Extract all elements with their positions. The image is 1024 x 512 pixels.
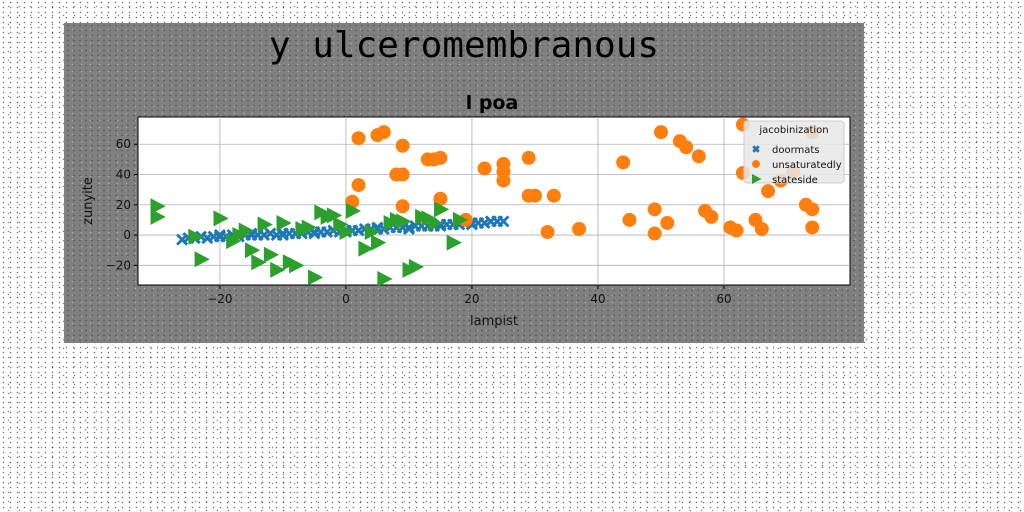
unsaturatedly-point (351, 131, 366, 146)
stateside-point (408, 258, 425, 275)
unsaturatedly-point (420, 152, 435, 167)
y-tick-label: 20 (116, 198, 131, 212)
y-tick-label: −20 (106, 258, 131, 272)
legend-label: unsaturatedly (772, 160, 842, 171)
unsaturatedly-point (395, 138, 410, 153)
unsaturatedly-point (754, 222, 769, 236)
stateside-point (276, 214, 292, 231)
legend-box (743, 120, 845, 184)
x-axis-title: lampist (470, 314, 518, 329)
unsaturatedly-point (395, 167, 410, 182)
doormats-point (308, 227, 321, 240)
y-tick-label: 60 (116, 137, 131, 151)
unsaturatedly-point (496, 173, 511, 188)
doormats-point (213, 229, 226, 242)
stateside-point (396, 213, 412, 230)
y-tick-label: 40 (116, 168, 131, 182)
unsaturatedly-point (704, 209, 719, 224)
stateside-point (345, 202, 362, 219)
doormats-point (402, 223, 415, 235)
stateside-point (257, 216, 273, 233)
stateside-point (289, 257, 305, 274)
y-tick-label: 0 (123, 228, 131, 242)
stateside-point (213, 210, 229, 227)
unsaturatedly-point (761, 184, 776, 199)
x-tick-label: 40 (590, 292, 605, 306)
unsaturatedly-point (729, 223, 744, 238)
stateside-point (358, 240, 374, 257)
scatter-chart: l poa −20 0 20 40 60 −20 0 20 40 60 lampist zunyi… (81, 92, 851, 329)
stateside-point (333, 216, 349, 233)
x-tick-label: 60 (716, 292, 731, 306)
unsaturatedly-point (647, 226, 662, 241)
stateside-point (377, 270, 393, 287)
stateside-point (188, 228, 204, 245)
plot-area (137, 116, 851, 286)
unsaturatedly-point (660, 215, 675, 230)
chart-title: l poa (466, 92, 519, 114)
stateside-point (452, 211, 469, 228)
stateside-point (194, 251, 210, 268)
legend-label: stateside (772, 175, 818, 186)
unsaturatedly-point (376, 125, 391, 140)
stateside-point (427, 214, 443, 231)
unsaturatedly-point (433, 191, 448, 206)
figure-suptitle: y ulceromembranous (268, 25, 660, 66)
legend-title: jacobinization (758, 125, 828, 136)
unsaturatedly-point (546, 188, 561, 203)
x-tick-label: 20 (464, 292, 479, 306)
stateside-point (371, 234, 387, 251)
stateside-point (150, 198, 166, 215)
legend-marker (752, 160, 760, 168)
unsaturatedly-point (477, 161, 492, 176)
legend-marker (752, 145, 760, 153)
stateside-point (251, 254, 267, 271)
unsaturatedly-point (527, 188, 542, 203)
y-axis-title: zunyite (81, 177, 96, 225)
unsaturatedly-point (572, 222, 587, 236)
legend-entries: doormats unsaturatedly stateside (752, 145, 842, 186)
stateside-point (150, 208, 166, 225)
x-tick-label: −20 (207, 292, 232, 306)
data-points (150, 117, 820, 287)
unsaturatedly-point (521, 150, 536, 165)
unsaturatedly-point (395, 199, 410, 214)
legend-label: doormats (772, 145, 820, 156)
stateside-point (446, 234, 462, 251)
stateside-point (270, 261, 286, 278)
unsaturatedly-point (805, 220, 820, 235)
unsaturatedly-point (691, 149, 706, 164)
legend-marker (752, 174, 762, 184)
unsaturatedly-point (351, 178, 366, 193)
stateside-point (326, 207, 343, 224)
legend: jacobinization doormats unsaturatedly stat… (743, 120, 845, 186)
stateside-point (238, 222, 254, 239)
unsaturatedly-point (805, 202, 820, 217)
unsaturatedly-point (653, 125, 668, 140)
unsaturatedly-point (616, 155, 631, 170)
figure: y ulceromembranous l poa −20 0 20 40 60 −20 0 2… (64, 23, 864, 343)
doormats-point (497, 215, 510, 228)
unsaturatedly-point (540, 225, 555, 240)
stateside-point (364, 224, 380, 241)
axis-ticks: −20 0 20 40 60 −20 0 20 40 60 (106, 137, 732, 306)
doormats-point (276, 229, 289, 242)
stateside-point (434, 201, 450, 218)
x-tick-label: 0 (342, 292, 350, 306)
stateside-point (245, 242, 261, 259)
stateside-point (308, 269, 324, 286)
unsaturatedly-point (679, 140, 694, 155)
unsaturatedly-point (622, 212, 637, 227)
stateside-point (339, 224, 355, 241)
stateside-point (263, 246, 280, 263)
unsaturatedly-point (647, 202, 662, 217)
unsaturatedly-point (433, 150, 448, 165)
stateside-point (301, 219, 317, 236)
